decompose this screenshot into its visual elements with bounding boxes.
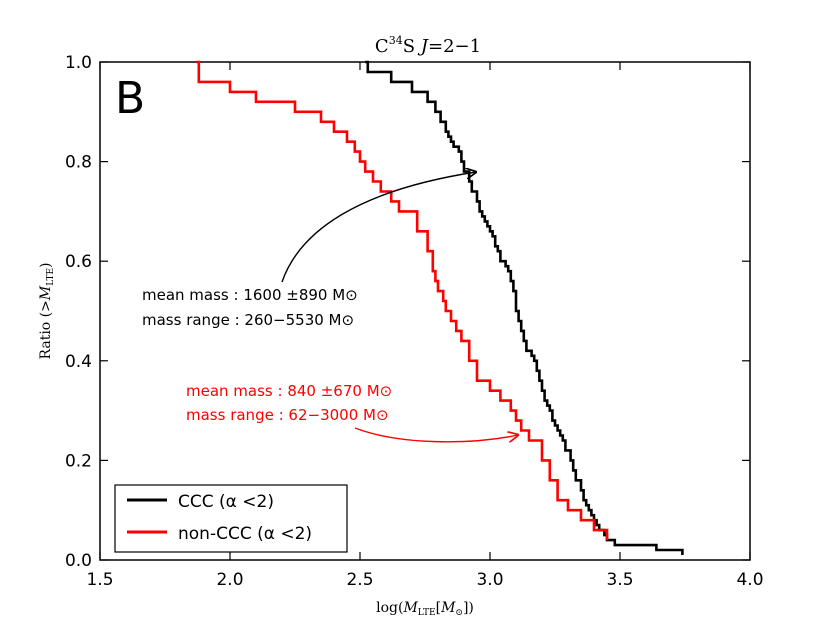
annotation-nonccc-arrow xyxy=(354,427,518,442)
chart-title: C34S J=2−1 xyxy=(375,34,481,57)
annotation-nonccc: mean mass : 840 ±670 M⊙ mass range : 62−… xyxy=(186,382,518,442)
x-tick-label: 3.0 xyxy=(476,570,503,590)
x-tick-label: 3.5 xyxy=(606,570,633,590)
y-tick-label: 0.8 xyxy=(65,153,92,173)
y-tick-label: 0.0 xyxy=(65,551,92,571)
annotation-nonccc-line2: mass range : 62−3000 M⊙ xyxy=(186,406,389,424)
x-axis-label: log(MLTE[M⊙]) xyxy=(376,600,474,618)
series-ccc-line xyxy=(365,60,684,555)
y-axis: 0.0 0.2 0.4 0.6 0.8 1.0 xyxy=(65,53,750,571)
y-tick-label: 0.2 xyxy=(65,451,92,471)
annotation-ccc: mean mass : 1600 ±890 M⊙ mass range : 26… xyxy=(142,172,476,329)
x-tick-label: 4.0 xyxy=(736,570,763,590)
legend: CCC (α <2) non-CCC (α <2) xyxy=(114,484,348,553)
y-axis-label: Ratio (>MLTE) xyxy=(38,262,56,359)
x-axis: 1.5 2.0 2.5 3.0 3.5 4.0 xyxy=(86,62,764,590)
series-layer xyxy=(196,60,684,555)
y-tick-label: 0.4 xyxy=(65,352,92,372)
x-tick-label: 2.0 xyxy=(216,570,243,590)
legend-label-ccc: CCC (α <2) xyxy=(178,492,274,512)
legend-label-nonccc: non-CCC (α <2) xyxy=(178,524,312,544)
annotation-ccc-line1: mean mass : 1600 ±890 M⊙ xyxy=(142,286,358,304)
y-tick-label: 1.0 xyxy=(65,53,92,73)
legend-box xyxy=(114,484,348,553)
annotation-ccc-line2: mass range : 260−5530 M⊙ xyxy=(142,311,354,329)
plot-area xyxy=(99,61,751,561)
x-tick-label: 2.5 xyxy=(346,570,373,590)
panel-label: B xyxy=(115,73,145,124)
annotation-ccc-arrow xyxy=(281,172,476,283)
annotation-nonccc-line1: mean mass : 840 ±670 M⊙ xyxy=(186,382,392,400)
series-nonccc-line xyxy=(196,60,609,541)
y-tick-label: 0.6 xyxy=(65,252,92,272)
x-tick-label: 1.5 xyxy=(86,570,113,590)
